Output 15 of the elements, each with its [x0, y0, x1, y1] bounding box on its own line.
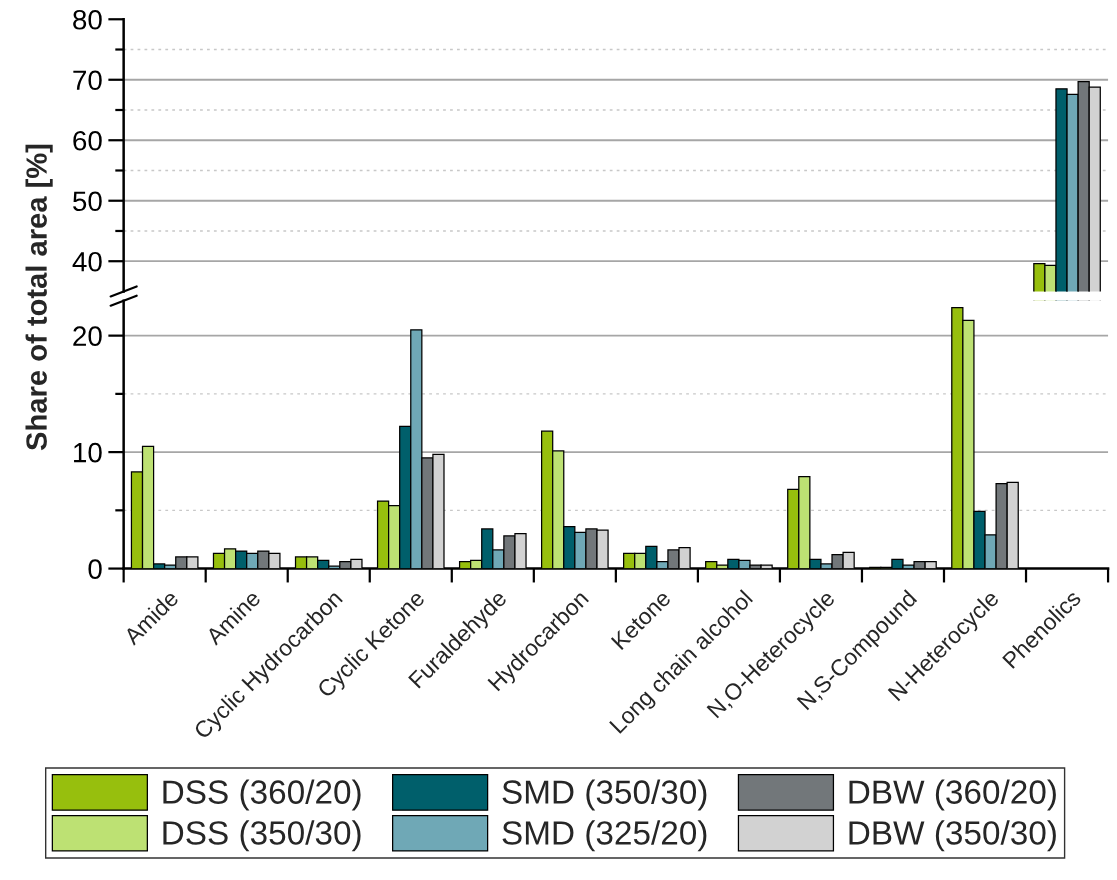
- legend-label: DBW (360/20): [849, 779, 1056, 811]
- y-tick-label: 20: [73, 326, 102, 346]
- y-tick-label: 50: [73, 191, 102, 212]
- y-tick-label: 10: [74, 442, 102, 463]
- y-tick-label: 40: [72, 251, 102, 272]
- y-axis-title: Share of total area [%]: [25, 144, 53, 451]
- legend-label: SMD (350/30): [502, 779, 707, 811]
- y-tick-label: 80: [73, 9, 102, 30]
- legend-label: DSS (360/20): [163, 779, 361, 811]
- y-tick-label: 60: [73, 130, 102, 151]
- y-tick-label: 70: [73, 70, 102, 91]
- legend-label: DBW (350/30): [849, 820, 1056, 852]
- y-tick-label: 0: [88, 559, 102, 579]
- legend-label: DSS (350/30): [163, 820, 361, 852]
- legend-label: SMD (325/20): [502, 820, 707, 852]
